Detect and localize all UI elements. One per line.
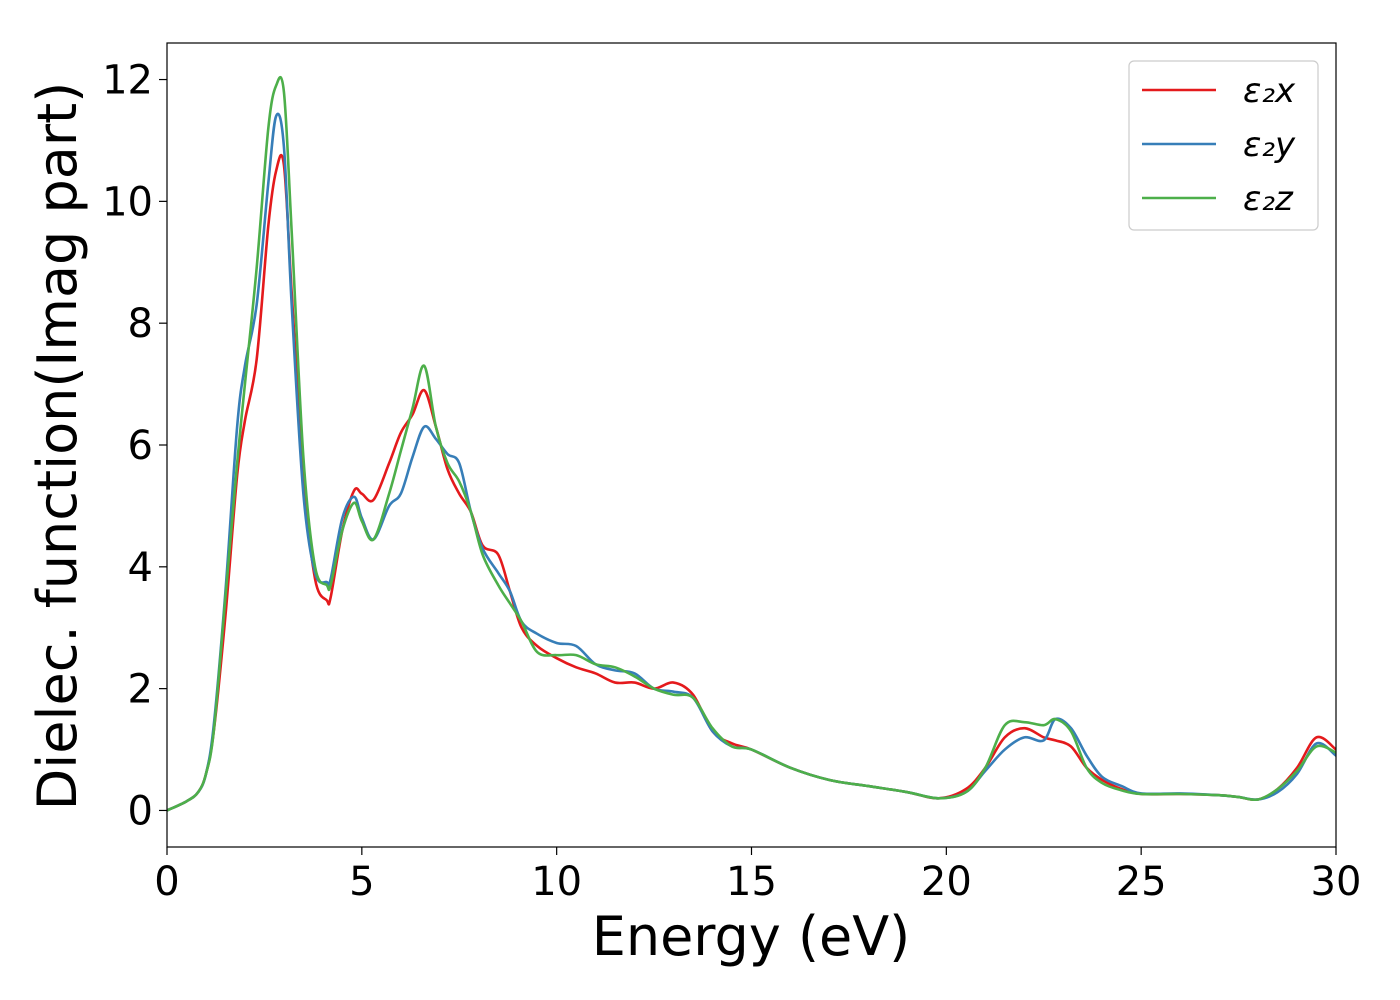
series-line-x [167,153,1336,812]
axes: 0 5 10 15 20 25 30 0 2 4 6 8 10 12 [102,42,1362,905]
x-tick-label: 10 [531,859,582,905]
legend-label: ε₂y [1243,125,1296,165]
plot-area [167,75,1336,812]
series-lines [167,75,1336,812]
series-line-y [167,112,1336,812]
y-axis-label: Dielec. function(Imag part) [26,82,89,811]
y-tick-label: 12 [102,58,153,104]
legend: ε₂x ε₂y ε₂z [1128,60,1319,231]
y-tick-label: 2 [128,667,153,713]
x-tick-label: 30 [1311,859,1362,905]
y-tick-label: 4 [128,545,153,591]
x-tick-label: 20 [921,859,972,905]
legend-label: ε₂x [1243,71,1296,111]
x-tick-label: 15 [726,859,777,905]
x-tick-label: 0 [154,859,179,905]
series-line-z [167,75,1336,812]
x-tick-label: 25 [1116,859,1167,905]
y-tick-label: 10 [102,179,153,225]
y-tick-label: 8 [128,301,153,347]
legend-label: ε₂z [1243,179,1294,219]
y-tick-label: 6 [128,423,153,469]
x-axis-label: Energy (eV) [592,905,911,968]
legend-box [1128,60,1319,231]
y-tick-label: 0 [128,788,153,834]
x-tick-label: 5 [349,859,374,905]
